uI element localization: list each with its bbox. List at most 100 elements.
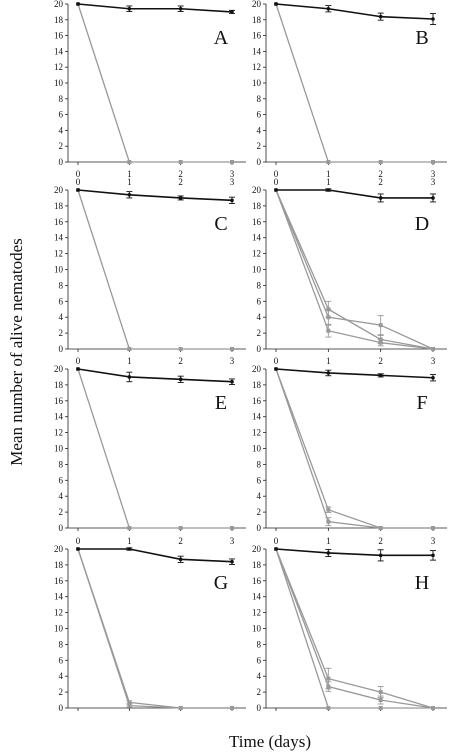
- series-line: [275, 3, 433, 163]
- data-point: [230, 10, 234, 14]
- y-tick-label: 16: [54, 396, 64, 406]
- data-point: [178, 557, 183, 562]
- x-tick-label: 2: [378, 356, 383, 366]
- y-tick-label: 12: [54, 608, 63, 618]
- y-tick-label: 14: [54, 592, 64, 602]
- x-tick-label: 2: [378, 177, 383, 187]
- y-axis-label: Mean number of alive nematodes: [7, 238, 26, 466]
- data-point: [178, 160, 183, 164]
- data-point: [431, 17, 435, 21]
- data-point: [127, 700, 132, 705]
- series-line: [275, 368, 433, 529]
- data-point: [127, 160, 132, 164]
- data-point: [378, 340, 383, 345]
- y-tick-label: 2: [59, 687, 64, 697]
- x-tick-label: 1: [326, 536, 331, 546]
- data-point: [431, 553, 435, 558]
- y-tick-label: 2: [257, 687, 262, 697]
- data-point: [127, 347, 132, 351]
- y-tick-label: 4: [257, 125, 262, 135]
- x-tick-label: 1: [326, 177, 331, 187]
- y-tick-label: 14: [252, 592, 262, 602]
- x-tick-label: 3: [431, 169, 436, 179]
- series-gray-1: [76, 367, 234, 530]
- y-tick-label: 12: [54, 249, 63, 259]
- series-line: [77, 368, 232, 529]
- y-tick-label: 18: [252, 15, 262, 25]
- y-tick-label: 14: [54, 412, 64, 422]
- y-tick-label: 18: [252, 380, 262, 390]
- data-point: [230, 198, 234, 203]
- y-tick-label: 14: [252, 412, 262, 422]
- y-tick-label: 2: [59, 328, 64, 338]
- y-tick-label: 18: [54, 15, 64, 25]
- data-point: [274, 367, 278, 371]
- y-tick-label: 6: [257, 475, 262, 485]
- y-tick-label: 14: [252, 233, 262, 243]
- data-point: [178, 526, 183, 530]
- y-tick-label: 16: [54, 31, 64, 41]
- data-point: [378, 690, 383, 695]
- y-tick-label: 20: [54, 364, 64, 374]
- data-point: [274, 188, 278, 192]
- y-tick-label: 16: [54, 217, 64, 227]
- data-point: [127, 703, 132, 708]
- y-tick-label: 16: [252, 396, 262, 406]
- series-black-0: [274, 547, 436, 562]
- x-tick-label: 2: [378, 169, 383, 179]
- series-line: [78, 548, 233, 563]
- y-tick-label: 12: [54, 62, 63, 72]
- series-line: [275, 548, 433, 557]
- data-point: [178, 377, 183, 382]
- x-tick-label: 1: [127, 356, 132, 366]
- x-tick-label: 2: [378, 536, 383, 546]
- y-tick-label: 8: [59, 280, 64, 290]
- x-tick-label: 1: [127, 177, 132, 187]
- x-tick-label: 1: [127, 536, 132, 546]
- y-tick-label: 4: [59, 671, 64, 681]
- y-tick-label: 18: [252, 560, 262, 570]
- data-point: [326, 551, 331, 555]
- y-tick-label: 4: [59, 125, 64, 135]
- y-tick-label: 4: [59, 312, 64, 322]
- x-tick-label: 3: [230, 169, 235, 179]
- panel-label: C: [214, 213, 227, 235]
- data-point: [378, 698, 383, 703]
- series-gray-1: [76, 2, 234, 164]
- y-tick-label: 16: [252, 31, 262, 41]
- x-tick-label: 3: [230, 177, 235, 187]
- data-point: [326, 507, 331, 512]
- x-tick-label: 0: [274, 169, 279, 179]
- y-tick-label: 2: [59, 141, 64, 151]
- y-tick-label: 6: [59, 655, 64, 665]
- data-point: [378, 160, 383, 164]
- x-tick-label: 0: [274, 177, 279, 187]
- x-axis-label: Time (days): [229, 732, 311, 751]
- data-point: [127, 526, 132, 530]
- data-point: [378, 323, 383, 328]
- y-tick-label: 0: [59, 157, 64, 167]
- data-point: [378, 526, 383, 530]
- data-point: [230, 526, 234, 530]
- data-point: [326, 328, 331, 333]
- series-line: [275, 189, 434, 350]
- data-point: [431, 375, 435, 380]
- data-point: [127, 375, 132, 379]
- y-tick-label: 0: [257, 344, 262, 354]
- series-line: [275, 548, 434, 709]
- data-point: [378, 706, 383, 710]
- series-line: [77, 189, 233, 202]
- y-tick-label: 6: [59, 110, 64, 120]
- y-tick-label: 18: [54, 560, 64, 570]
- y-tick-label: 10: [252, 265, 262, 275]
- y-tick-label: 0: [257, 523, 262, 533]
- data-point: [178, 706, 183, 710]
- y-tick-label: 2: [257, 507, 262, 517]
- y-tick-label: 8: [257, 94, 262, 104]
- data-point: [274, 2, 278, 6]
- series-gray-1: [274, 2, 435, 164]
- x-tick-label: 1: [326, 356, 331, 366]
- series-line: [77, 3, 232, 163]
